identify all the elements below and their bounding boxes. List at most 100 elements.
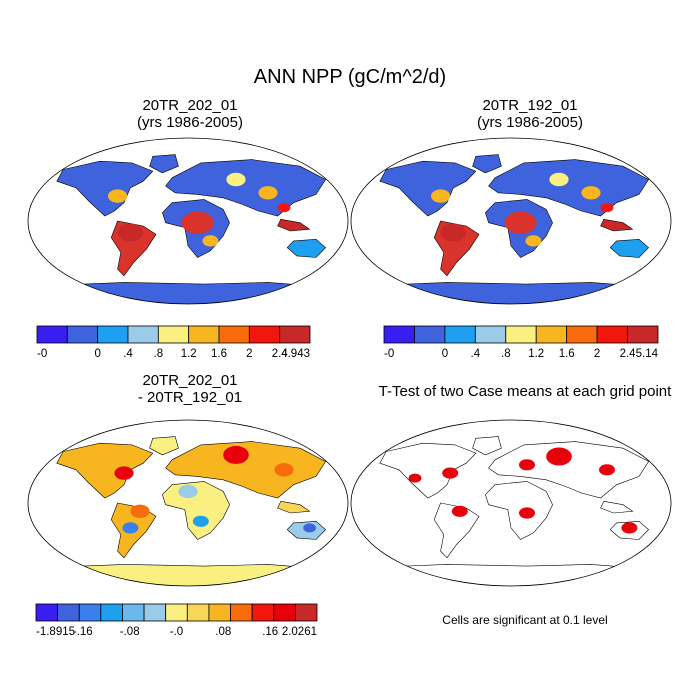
continent-greenland <box>472 436 502 456</box>
panel-title-1-line2: (yrs 1986-2005) <box>137 114 243 131</box>
colorbar-box <box>474 325 507 344</box>
field-patch <box>277 203 291 213</box>
continent-greenland <box>472 154 502 174</box>
colorbar-label: 1.2 <box>181 348 197 360</box>
continent-southeast-asia <box>600 218 634 232</box>
field-patch <box>117 223 144 242</box>
field-patch <box>178 484 198 499</box>
continent-eurasia <box>488 441 650 499</box>
colorbar-label: -.0 <box>170 626 183 638</box>
field-patch <box>122 522 139 534</box>
map-panel-1 <box>27 137 349 305</box>
field-patch <box>431 189 451 203</box>
colorbar-box <box>97 325 129 344</box>
continent-southeast-asia <box>277 500 311 514</box>
field-patch <box>202 235 219 247</box>
colorbar-label: 1.2 <box>528 348 544 360</box>
colorbar-box <box>157 325 190 344</box>
colorbar-box <box>248 325 281 344</box>
continent-south-america <box>433 502 480 559</box>
panel-title-2-line2: (yrs 1986-2005) <box>477 114 583 131</box>
map-boundary <box>27 137 349 305</box>
colorbar-label: -1.8915 <box>36 626 75 638</box>
colorbar-box <box>143 603 167 622</box>
colorbar-box <box>208 603 231 622</box>
field-patch <box>223 445 249 464</box>
panel-title-2: 20TR_192_01 (yrs 1986-2005) <box>370 97 690 131</box>
colorbar-box <box>505 325 537 344</box>
field-patch <box>114 466 134 480</box>
field-patch <box>440 223 467 242</box>
map-panel-2 <box>350 137 672 305</box>
continent-africa <box>162 481 230 540</box>
colorbar-box <box>35 603 59 622</box>
colorbar-box <box>188 325 220 344</box>
field-patch <box>258 186 278 200</box>
colorbar-label: .4 <box>123 348 133 360</box>
field-patch <box>581 186 601 200</box>
continent-greenland <box>149 436 179 456</box>
panel-title-3-line2: - 20TR_192_01 <box>137 389 243 406</box>
map-boundary <box>27 419 349 587</box>
colorbar-label: .8 <box>154 348 164 360</box>
colorbar-box <box>230 603 253 622</box>
colorbar-box <box>414 325 446 344</box>
continent-north-america <box>56 442 154 499</box>
colorbar-label: .08 <box>215 626 231 638</box>
colorbar-label: 2.4 <box>272 348 289 360</box>
continent-north-america <box>379 160 477 217</box>
panel-title-3: 20TR_202_01 - 20TR_192_01 <box>30 372 350 406</box>
field-patch <box>181 211 214 234</box>
colorbar-label: -0 <box>37 348 47 360</box>
continent-greenland <box>149 154 179 174</box>
colorbar-box <box>78 603 102 622</box>
panel-title-2-line1: 20TR_192_01 <box>482 97 578 114</box>
field-patch <box>108 189 128 203</box>
field-patch <box>525 235 542 247</box>
colorbar-label: -.16 <box>73 626 93 638</box>
colorbar-box <box>294 603 318 622</box>
map-boundary <box>350 419 672 587</box>
colorbar-box <box>596 325 628 344</box>
colorbar-box <box>535 325 568 344</box>
field-patch <box>451 505 468 517</box>
field-patch <box>621 522 638 534</box>
panel-title-3-line1: 20TR_202_01 <box>142 372 238 389</box>
colorbar-label: 5.14 <box>636 348 659 360</box>
colorbar-2: -0 0 .4 .8 1.2 1.6 2 2.4 5.14 <box>383 325 659 360</box>
panel-title-1-line1: 20TR_202_01 <box>142 97 238 114</box>
field-patch <box>519 459 535 471</box>
continent-australia <box>609 238 650 258</box>
field-patch <box>546 447 572 466</box>
colorbar-box <box>273 603 296 622</box>
colorbar-box <box>444 325 476 344</box>
colorbar-1: -0 0 .4 .8 1.2 1.6 2 2.44.943 <box>36 325 311 360</box>
field-patch <box>549 172 569 187</box>
continent-southeast-asia <box>600 500 634 514</box>
colorbar-box <box>218 325 250 344</box>
field-patch <box>504 211 537 234</box>
field-patch <box>130 504 150 518</box>
colorbar-label: 4.943 <box>281 348 310 360</box>
colorbar-label: 2 <box>246 348 252 360</box>
colorbar-box <box>100 603 123 622</box>
field-patch <box>519 507 535 519</box>
colorbar-3: -1.8915-.16 -.08 -.0 .08 .16 2.0261 <box>35 603 318 638</box>
colorbar-box <box>127 325 159 344</box>
colorbar-box <box>36 325 68 344</box>
continent-southeast-asia <box>277 218 311 232</box>
colorbar-label: 1.6 <box>559 348 575 360</box>
colorbar-box <box>122 603 145 622</box>
colorbar-box <box>66 325 99 344</box>
colorbar-box <box>383 325 415 344</box>
main-title: ANN NPP (gC/m^2/d) <box>253 66 447 88</box>
colorbar-label: .16 <box>262 626 278 638</box>
panel-title-4: T-Test of two Case means at each grid po… <box>378 383 672 400</box>
colorbar-label: 0 <box>94 348 100 360</box>
colorbar-label: -.08 <box>120 626 140 638</box>
continent-africa <box>485 481 553 540</box>
continent-eurasia <box>165 441 327 499</box>
colorbar-label: 0 <box>442 348 448 360</box>
colorbar-label: -0 <box>384 348 394 360</box>
field-patch <box>274 463 294 477</box>
